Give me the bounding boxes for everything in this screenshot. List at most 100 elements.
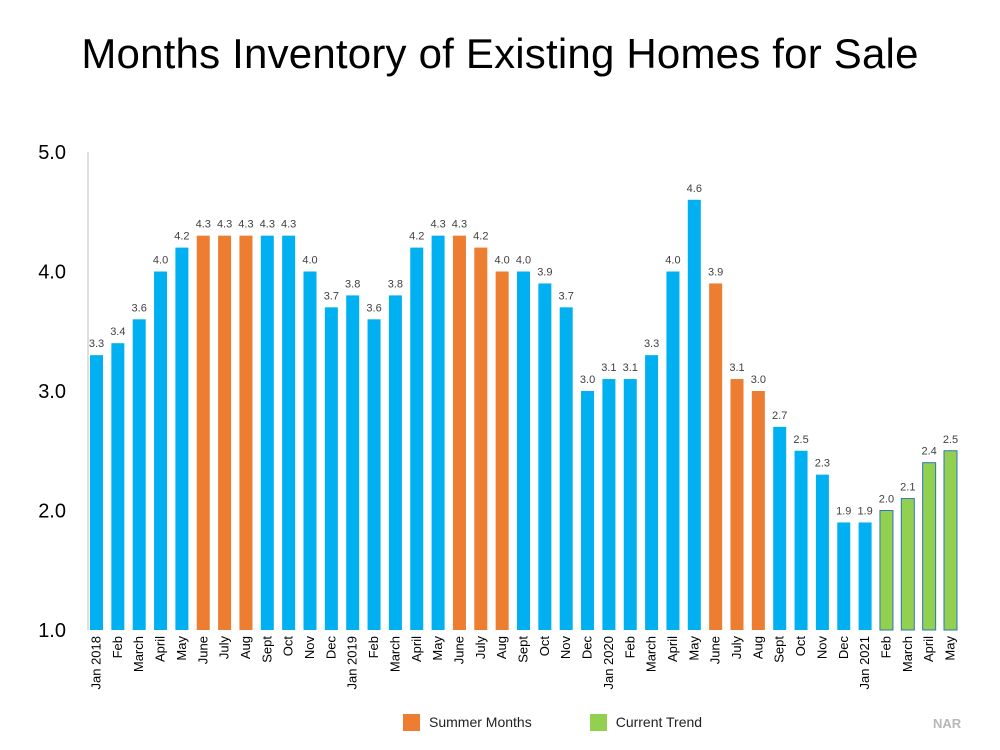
data-label: 4.0 — [665, 255, 680, 267]
bar — [645, 355, 659, 630]
bar — [517, 271, 530, 630]
data-label: 4.0 — [495, 255, 510, 267]
bar — [132, 319, 146, 630]
bar — [431, 235, 445, 630]
data-label: 3.6 — [132, 302, 147, 314]
x-tick-label: April — [665, 636, 680, 662]
data-label: 3.9 — [708, 266, 723, 278]
x-tick-label: Dec — [580, 636, 595, 660]
data-label: 3.7 — [559, 290, 574, 302]
bar — [90, 355, 103, 630]
x-tick-label: March — [131, 636, 146, 672]
x-tick-label: July — [729, 636, 744, 660]
bar — [602, 379, 616, 630]
x-tick-label: April — [921, 636, 936, 662]
bar — [815, 474, 829, 630]
data-label: 3.4 — [110, 326, 125, 338]
data-label: 3.9 — [537, 266, 552, 278]
x-tick-label: Sept — [259, 636, 274, 663]
data-label: 3.0 — [751, 374, 766, 386]
legend-item-current: Current Trend — [589, 713, 702, 731]
x-tick-label: Aug — [494, 636, 509, 659]
x-tick-label: April — [409, 636, 424, 662]
data-label: 3.6 — [366, 302, 381, 314]
data-label: 4.3 — [430, 219, 445, 231]
x-tick-label: Dec — [323, 636, 338, 660]
bar — [751, 391, 765, 630]
bar — [346, 295, 360, 630]
bar — [282, 235, 296, 630]
x-tick-label: June — [195, 636, 210, 664]
data-label: 4.3 — [217, 219, 232, 231]
data-label: 4.2 — [473, 231, 488, 243]
x-tick-label: Jan 2018 — [89, 636, 104, 690]
data-label: 3.1 — [601, 362, 616, 374]
bar — [538, 283, 552, 630]
legend-swatch-summer — [403, 713, 420, 731]
bar — [175, 247, 189, 630]
y-axis: 1.0 2.0 3.0 4.0 5.0 — [38, 142, 89, 642]
x-tick-label: Sept — [516, 636, 531, 663]
data-label: 2.5 — [943, 434, 958, 446]
data-label: 4.3 — [196, 219, 211, 231]
chart-title: Months Inventory of Existing Homes for S… — [81, 30, 919, 77]
bar — [794, 450, 808, 630]
data-label: 4.2 — [174, 231, 189, 243]
x-tick-label: Oct — [793, 636, 808, 657]
x-tick-label: Jan 2021 — [857, 636, 872, 690]
y-tick-label: 2.0 — [38, 501, 66, 523]
legend-item-summer: Summer Months — [403, 713, 532, 731]
x-tick-label: April — [153, 636, 168, 662]
bars — [90, 199, 958, 631]
bar — [666, 271, 680, 630]
legend: Summer Months Current Trend — [403, 712, 702, 732]
data-label: 4.0 — [153, 255, 168, 267]
data-label: 4.3 — [281, 219, 296, 231]
bar — [196, 235, 210, 630]
bar — [239, 235, 253, 630]
data-label: 4.3 — [238, 219, 253, 231]
x-tick-label: Oct — [281, 636, 296, 657]
bar — [922, 462, 937, 631]
legend-label-summer: Summer Months — [429, 714, 532, 730]
x-tick-label: May — [686, 636, 701, 661]
data-label: 3.8 — [388, 278, 403, 290]
x-tick-label: Nov — [302, 636, 317, 660]
data-label: 1.9 — [857, 505, 872, 517]
bar — [623, 379, 637, 630]
x-tick-label: Dec — [836, 636, 851, 660]
x-tick-label: July — [473, 636, 488, 660]
x-tick-label: June — [708, 636, 723, 664]
bar — [410, 247, 424, 630]
x-axis: Jan 2018 Feb March April May June July Aug Sept O… — [89, 636, 958, 690]
data-label: 2.4 — [922, 446, 937, 458]
data-label: 4.3 — [452, 219, 467, 231]
data-label: 2.5 — [793, 434, 808, 446]
bar — [709, 283, 723, 630]
bar — [303, 271, 317, 630]
bar — [111, 343, 125, 630]
legend-swatch-current — [589, 713, 607, 731]
source-label: NAR — [933, 716, 962, 731]
bar — [900, 498, 915, 631]
x-tick-label: Aug — [750, 636, 765, 659]
x-tick-label: Feb — [366, 636, 381, 658]
y-tick-label: 3.0 — [38, 381, 66, 403]
data-label: 3.7 — [324, 290, 339, 302]
x-tick-label: May — [430, 636, 445, 661]
data-label: 4.0 — [516, 255, 531, 267]
bar — [367, 319, 381, 630]
x-tick-label: Nov — [558, 636, 573, 660]
bar — [687, 199, 701, 631]
bar — [218, 235, 232, 630]
x-tick-label: May — [943, 636, 958, 661]
bar — [730, 379, 744, 630]
data-label: 2.3 — [815, 458, 830, 470]
data-label: 3.3 — [644, 338, 659, 350]
bar — [559, 307, 573, 630]
data-label: 3.3 — [89, 338, 104, 350]
x-tick-label: Feb — [622, 636, 637, 658]
data-label: 3.0 — [580, 374, 595, 386]
data-label: 2.7 — [772, 410, 787, 422]
bar — [581, 391, 595, 630]
